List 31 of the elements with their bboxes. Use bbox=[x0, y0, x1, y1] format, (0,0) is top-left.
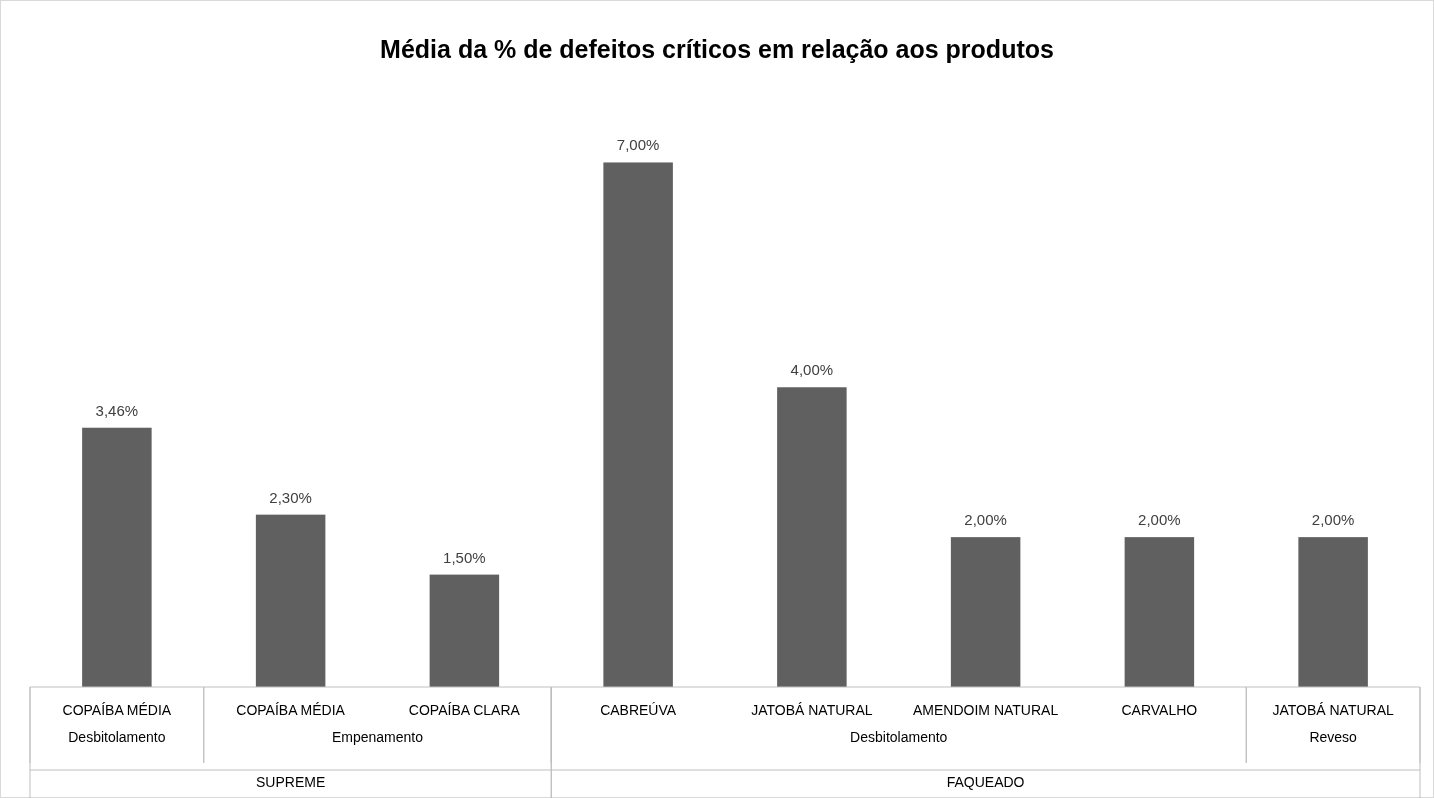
chart-title: Média da % de defeitos críticos em relação aos produtos bbox=[380, 35, 1054, 63]
x-tick-label: COPAÍBA MÉDIA bbox=[62, 702, 172, 718]
x-tick-label: JATOBÁ NATURAL bbox=[1272, 702, 1395, 718]
bar bbox=[603, 162, 673, 687]
x-tick-label: CARVALHO bbox=[1121, 702, 1198, 718]
x-tick-label: AMENDOIM NATURAL bbox=[913, 702, 1059, 718]
bar bbox=[255, 514, 326, 687]
data-label: 7,00% bbox=[616, 136, 660, 154]
data-label: 4,00% bbox=[790, 361, 834, 379]
x-tick-label: COPAÍBA CLARA bbox=[408, 702, 521, 718]
x-tick-label: CABREÚVA bbox=[600, 702, 677, 718]
data-label: 2,00% bbox=[964, 511, 1007, 529]
bar bbox=[1124, 537, 1195, 687]
x-tick-label: JATOBÁ NATURAL bbox=[751, 702, 873, 718]
data-label: 2,30% bbox=[269, 488, 312, 506]
text: Desbitolamento bbox=[68, 729, 166, 745]
data-label: 3,46% bbox=[95, 401, 139, 419]
bar bbox=[1298, 537, 1368, 687]
x-tick-label: COPAÍBA MÉDIA bbox=[236, 702, 346, 718]
text: Desbitolamento bbox=[850, 729, 948, 745]
bar bbox=[82, 427, 152, 687]
bar bbox=[950, 537, 1021, 687]
bar bbox=[429, 574, 500, 687]
bar bbox=[777, 387, 847, 687]
data-label: 2,00% bbox=[1138, 511, 1181, 529]
text: Empenamento bbox=[331, 729, 424, 745]
text: SUPREME bbox=[256, 774, 326, 790]
text: FAQUEADO bbox=[946, 774, 1025, 790]
text: Reveso bbox=[1309, 729, 1358, 745]
data-label: 1,50% bbox=[443, 548, 486, 566]
data-label: 2,00% bbox=[1311, 511, 1355, 529]
